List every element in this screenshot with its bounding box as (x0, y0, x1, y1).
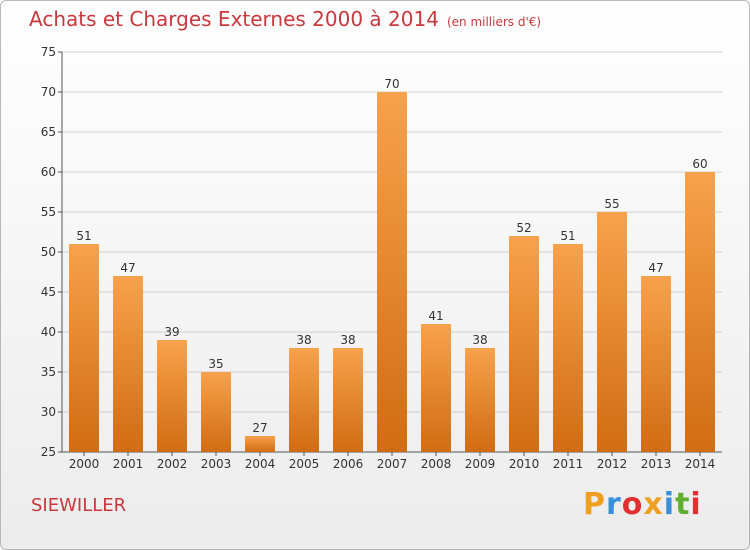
y-tick-label: 70 (41, 85, 56, 99)
bar-2008 (421, 324, 451, 452)
chart-subtitle: (en milliers d'€) (446, 15, 542, 29)
value-label-2008: 41 (428, 309, 443, 323)
bar-2009 (465, 348, 495, 452)
y-tick-label: 40 (41, 325, 56, 339)
bar-2012 (597, 212, 627, 452)
y-tick-label: 35 (41, 365, 56, 379)
value-label-2004: 27 (252, 421, 267, 435)
value-label-2006: 38 (340, 333, 355, 347)
logo-letter: i (690, 487, 702, 522)
title-row: Achats et Charges Externes 2000 à 2014 (e… (29, 7, 541, 31)
x-tick-label-2009: 2009 (465, 457, 496, 471)
y-tick-label: 65 (41, 125, 56, 139)
x-tick-label-2014: 2014 (685, 457, 716, 471)
value-label-2000: 51 (76, 229, 91, 243)
bar-2003 (201, 372, 231, 452)
y-tick-label: 60 (41, 165, 56, 179)
x-tick-label-2000: 2000 (69, 457, 100, 471)
y-tick-label: 25 (41, 445, 56, 459)
place-name: SIEWILLER (31, 495, 127, 516)
y-tick-label: 50 (41, 245, 56, 259)
value-label-2013: 47 (648, 261, 663, 275)
value-label-2002: 39 (164, 325, 179, 339)
x-tick-label-2003: 2003 (201, 457, 232, 471)
x-tick-label-2008: 2008 (421, 457, 452, 471)
y-tick-label: 55 (41, 205, 56, 219)
x-tick-label-2013: 2013 (641, 457, 672, 471)
y-tick-label: 75 (41, 45, 56, 59)
proxiti-logo: Proxiti (583, 487, 702, 522)
chart-title: Achats et Charges Externes 2000 à 2014 (29, 7, 439, 31)
logo-letter: r (606, 487, 622, 522)
bar-2011 (553, 244, 583, 452)
x-tick-label-2002: 2002 (157, 457, 188, 471)
value-label-2014: 60 (692, 157, 707, 171)
bar-2006 (333, 348, 363, 452)
x-tick-label-2007: 2007 (377, 457, 408, 471)
value-label-2011: 51 (560, 229, 575, 243)
value-label-2012: 55 (604, 197, 619, 211)
bar-2014 (685, 172, 715, 452)
x-tick-label-2006: 2006 (333, 457, 364, 471)
logo-letter: t (675, 487, 691, 522)
bar-2013 (641, 276, 671, 452)
value-label-2007: 70 (384, 77, 399, 91)
bars (69, 92, 715, 452)
logo-letter: i (663, 487, 676, 522)
value-label-2009: 38 (472, 333, 487, 347)
x-tick-label-2010: 2010 (509, 457, 540, 471)
y-tick-label: 30 (41, 405, 56, 419)
value-label-2001: 47 (120, 261, 135, 275)
x-tick-label-2001: 2001 (113, 457, 144, 471)
logo-letter: x (643, 487, 664, 522)
logo-letter: P (583, 487, 606, 522)
logo-letter: o (621, 487, 644, 522)
x-tick-label-2005: 2005 (289, 457, 320, 471)
x-tick-label-2012: 2012 (597, 457, 628, 471)
bar-2001 (113, 276, 143, 452)
x-tick-label-2004: 2004 (245, 457, 276, 471)
labels: 51 2000 47 2001 39 2002 35 2003 27 2004 38 2005 38 20… (69, 77, 716, 471)
bar-2010 (509, 236, 539, 452)
value-label-2005: 38 (296, 333, 311, 347)
bar-2004 (245, 436, 275, 452)
bar-2005 (289, 348, 319, 452)
value-label-2003: 35 (208, 357, 223, 371)
y-tick-label: 45 (41, 285, 56, 299)
x-tick-label-2011: 2011 (553, 457, 584, 471)
bar-2000 (69, 244, 99, 452)
bar-2002 (157, 340, 187, 452)
value-label-2010: 52 (516, 221, 531, 235)
bar-2007 (377, 92, 407, 452)
